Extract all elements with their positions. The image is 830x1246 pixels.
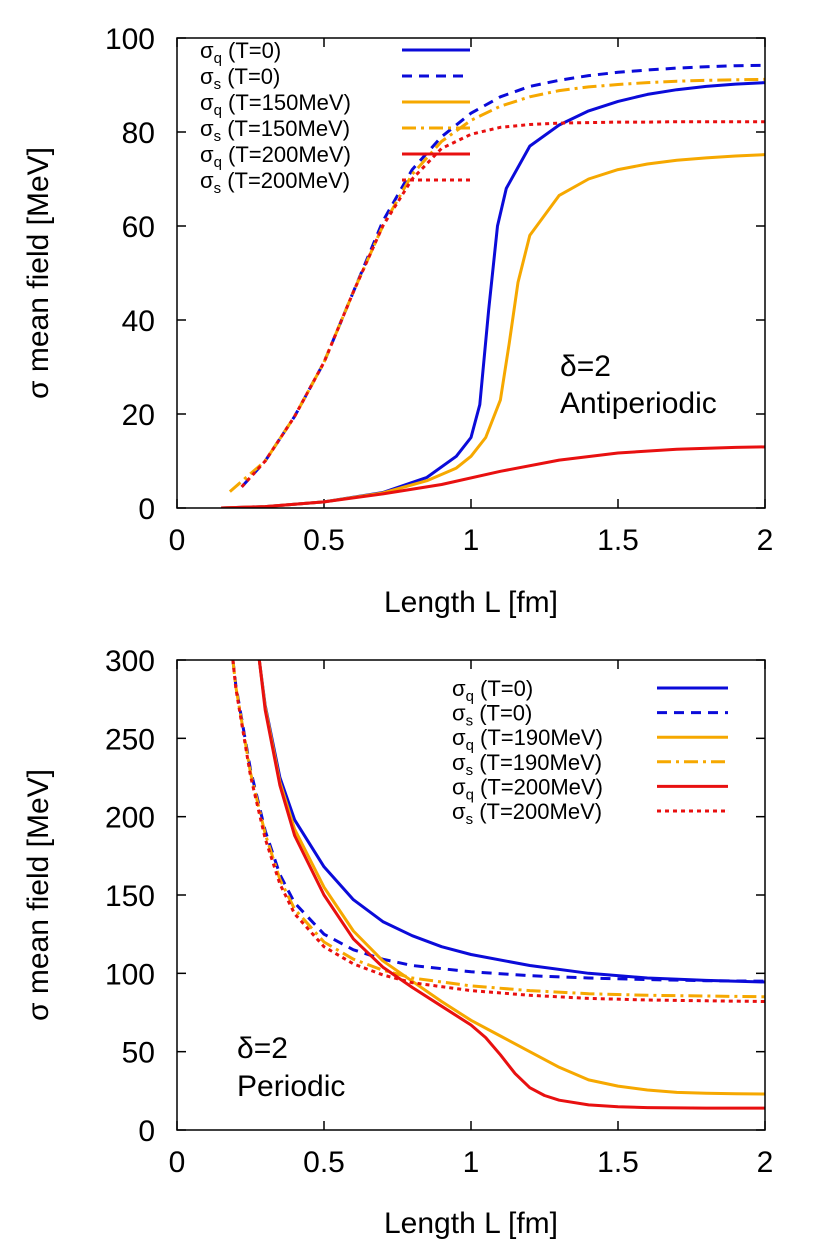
y-tick-label: 100 — [105, 958, 155, 991]
series-line-3 — [257, 660, 765, 1096]
legend-entry-label: σq (T=200MeV) — [200, 142, 351, 171]
annotation-text: Periodic — [237, 1070, 345, 1103]
y-tick-label: 50 — [122, 1037, 155, 1070]
annotation-text: δ=2 — [237, 1032, 288, 1065]
x-tick-label: 1 — [463, 1146, 480, 1179]
series-line-2 — [240, 63, 765, 488]
legend-entry-label: σq (T=150MeV) — [200, 90, 351, 119]
series-line-6 — [240, 120, 765, 488]
x-axis-label: Length L [fm] — [384, 586, 558, 619]
legend-entry-label: σs (T=0) — [452, 701, 532, 730]
legend-entry-label: σs (T=150MeV) — [200, 116, 350, 145]
legend-entry-label: σq (T=0) — [200, 38, 281, 67]
y-axis-label: σ mean field [MeV] — [22, 769, 55, 1021]
y-tick-label: 20 — [122, 399, 155, 432]
series-line-4 — [228, 77, 765, 493]
y-tick-label: 40 — [122, 305, 155, 338]
legend-entry-label: σs (T=0) — [200, 64, 280, 93]
legend-entry-label: σq (T=190MeV) — [452, 725, 603, 754]
y-tick-label: 80 — [122, 117, 155, 150]
legend-entry-label: σs (T=200MeV) — [200, 168, 350, 197]
y-tick-label: 0 — [138, 1115, 155, 1148]
plot-frame — [176, 37, 766, 509]
chart-2: 0 0.5 1 1.5 2 0 50 100 150 200 250 300 Length L [fm]… — [22, 645, 773, 1240]
y-axis-label: σ mean field [MeV] — [22, 147, 55, 399]
series-line-6 — [231, 660, 765, 1003]
y-tick-label: 150 — [105, 880, 155, 913]
legend: σq (T=0)σs (T=0)σq (T=190MeV)σs (T=190Me… — [452, 676, 728, 828]
annotation-text: δ=2 — [560, 350, 611, 383]
series-line-3 — [221, 153, 765, 508]
x-tick-label: 1 — [463, 524, 480, 557]
x-tick-label: 0 — [169, 1146, 186, 1179]
x-tick-label: 0.5 — [303, 524, 345, 557]
legend-entry-label: σq (T=200MeV) — [452, 774, 603, 803]
y-tick-label: 300 — [105, 645, 155, 678]
legend-entry-label: σs (T=190MeV) — [452, 750, 602, 779]
x-tick-label: 2 — [757, 524, 774, 557]
x-tick-label: 1.5 — [597, 1146, 639, 1179]
plot-frame — [176, 659, 766, 1131]
y-tick-label: 250 — [105, 723, 155, 756]
x-tick-label: 2 — [757, 1146, 774, 1179]
plot-area — [221, 63, 765, 508]
y-tick-label: 60 — [122, 211, 155, 244]
plot-area — [231, 660, 765, 1110]
annotation-text: Antiperiodic — [560, 387, 717, 420]
x-axis-label: Length L [fm] — [384, 1207, 558, 1240]
y-tick-label: 0 — [138, 493, 155, 526]
x-tick-label: 1.5 — [597, 524, 639, 557]
legend-entry-label: σs (T=200MeV) — [452, 799, 602, 828]
x-tick-label: 0.5 — [303, 1146, 345, 1179]
y-tick-label: 200 — [105, 802, 155, 835]
series-line-5 — [221, 445, 765, 508]
legend: σq (T=0)σs (T=0)σq (T=150MeV)σs (T=150Me… — [200, 38, 470, 197]
y-tick-label: 100 — [105, 23, 155, 56]
x-tick-label: 0 — [169, 524, 186, 557]
series-line-5 — [257, 660, 765, 1110]
legend-entry-label: σq (T=0) — [452, 676, 533, 705]
series-line-1 — [257, 660, 765, 984]
